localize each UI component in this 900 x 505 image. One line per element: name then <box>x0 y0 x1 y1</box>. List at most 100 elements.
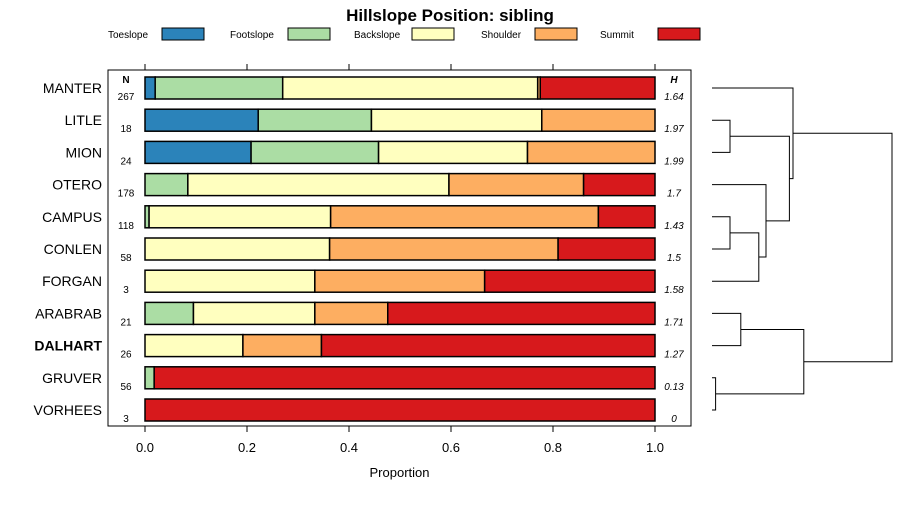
bar-segment-summit <box>582 172 656 197</box>
row-label-dalhart: DALHART <box>34 338 102 354</box>
bar-segment-backslope <box>187 172 450 197</box>
row-label-mion: MION <box>65 144 102 160</box>
bar-segment-shoulder <box>526 140 656 165</box>
bar-segment-summit <box>483 269 656 293</box>
legend-label-backslope: Backslope <box>354 30 401 41</box>
legend-swatch-toeslope <box>161 27 205 41</box>
legend: Toeslope Footslope Backslope Shoulder Summit <box>108 27 701 41</box>
bar-segment-backslope <box>148 205 332 229</box>
n-value: 56 <box>120 382 132 393</box>
bar-segment-backslope <box>144 333 244 358</box>
dendrogram <box>712 87 893 411</box>
dendrogram-branch <box>712 119 731 153</box>
h-value: 1.64 <box>664 92 684 103</box>
row-label-manter: MANTER <box>43 80 102 96</box>
n-value: 18 <box>120 124 132 135</box>
bar-segment-shoulder <box>314 269 486 293</box>
legend-label-summit: Summit <box>600 30 634 41</box>
n-value: 3 <box>123 285 129 296</box>
h-value: 0.13 <box>664 382 684 393</box>
bar-segment-summit <box>557 237 656 261</box>
dendrogram-branch <box>712 377 717 411</box>
legend-label-shoulder: Shoulder <box>481 30 522 41</box>
bar-segment-footslope <box>257 108 373 132</box>
bar-segment-summit <box>539 76 656 100</box>
dendrogram-branch <box>715 329 805 395</box>
bar-segment-footslope <box>144 172 189 197</box>
dendrogram-branch <box>712 216 731 250</box>
row-label-vorhees: VORHEES <box>34 402 102 418</box>
x-tick-label: 0.4 <box>340 440 358 455</box>
row-label-conlen: CONLEN <box>44 241 102 257</box>
legend-swatch-shoulder <box>534 27 578 41</box>
dendrogram-branch <box>712 232 760 282</box>
row-label-otero: OTERO <box>52 177 102 193</box>
n-value: 178 <box>118 189 135 200</box>
bar-segment-summit <box>597 205 656 229</box>
dendrogram-branch <box>793 132 893 363</box>
x-tick-label: 0.8 <box>544 440 562 455</box>
x-tick-label: 0.2 <box>238 440 256 455</box>
bar-segment-footslope <box>154 76 284 100</box>
n-value: 3 <box>123 414 129 425</box>
bar-segment-backslope <box>281 76 539 100</box>
x-tick-label: 0.0 <box>136 440 154 455</box>
bar-segment-backslope <box>144 269 316 293</box>
h-value: 1.58 <box>664 285 684 296</box>
bar-segment-backslope <box>370 108 543 132</box>
row-label-arabrab: ARABRAB <box>35 305 102 321</box>
n-value: 267 <box>118 92 135 103</box>
dendrogram-branch <box>712 87 794 180</box>
bar-segment-summit <box>320 333 656 358</box>
h-value: 1.71 <box>664 317 683 328</box>
legend-swatch-footslope <box>287 27 331 41</box>
row-label-forgan: FORGAN <box>42 273 102 289</box>
bar-segment-backslope <box>192 301 316 326</box>
dendrogram-branch <box>712 312 742 347</box>
legend-label-toeslope: Toeslope <box>108 30 148 41</box>
h-value: 0 <box>671 414 677 425</box>
bar-segment-backslope <box>377 140 529 165</box>
x-axis-label: Proportion <box>370 465 430 480</box>
bar-segment-shoulder <box>242 333 323 358</box>
n-value: 26 <box>120 350 132 361</box>
n-value: 118 <box>118 221 134 232</box>
x-tick-label: 0.6 <box>442 440 460 455</box>
n-column-header: N <box>122 75 129 86</box>
h-value: 1.99 <box>664 156 684 167</box>
bar-segment-footslope <box>144 366 155 390</box>
bar-segment-toeslope <box>144 140 252 165</box>
row-label-litle: LITLE <box>65 112 102 128</box>
h-column-header: H <box>670 75 678 86</box>
n-value: 21 <box>120 317 132 328</box>
legend-swatch-summit <box>657 27 701 41</box>
h-value: 1.7 <box>667 189 681 200</box>
legend-label-footslope: Footslope <box>230 30 274 41</box>
bar-segment-toeslope <box>144 76 156 100</box>
bar-segment-shoulder <box>448 172 585 197</box>
dendrogram-branch <box>730 135 790 222</box>
n-value: 24 <box>120 156 132 167</box>
dendrogram-branch <box>712 184 767 258</box>
chart-title: Hillslope Position: sibling <box>346 6 554 25</box>
bar-segment-toeslope <box>144 108 259 132</box>
bar-segment-shoulder <box>541 108 656 132</box>
bar-segment-shoulder <box>329 205 600 229</box>
n-value: 58 <box>120 253 132 264</box>
bar-segment-footslope <box>250 140 380 165</box>
h-value: 1.27 <box>664 350 684 361</box>
legend-swatch-backslope <box>411 27 455 41</box>
bar-segment-summit <box>387 301 656 326</box>
bar-segment-shoulder <box>314 301 389 326</box>
bar-segment-backslope <box>144 237 331 261</box>
h-value: 1.5 <box>667 253 681 264</box>
h-value: 1.43 <box>664 221 684 232</box>
h-value: 1.97 <box>664 124 684 135</box>
x-axis: 0.0 0.2 0.4 0.6 0.8 1.0 <box>136 64 664 455</box>
bar-segment-summit <box>144 398 656 422</box>
row-label-campus: CAMPUS <box>42 209 102 225</box>
bar-segment-footslope <box>144 301 195 326</box>
row-label-gruver: GRUVER <box>42 370 102 386</box>
x-tick-label: 1.0 <box>646 440 664 455</box>
